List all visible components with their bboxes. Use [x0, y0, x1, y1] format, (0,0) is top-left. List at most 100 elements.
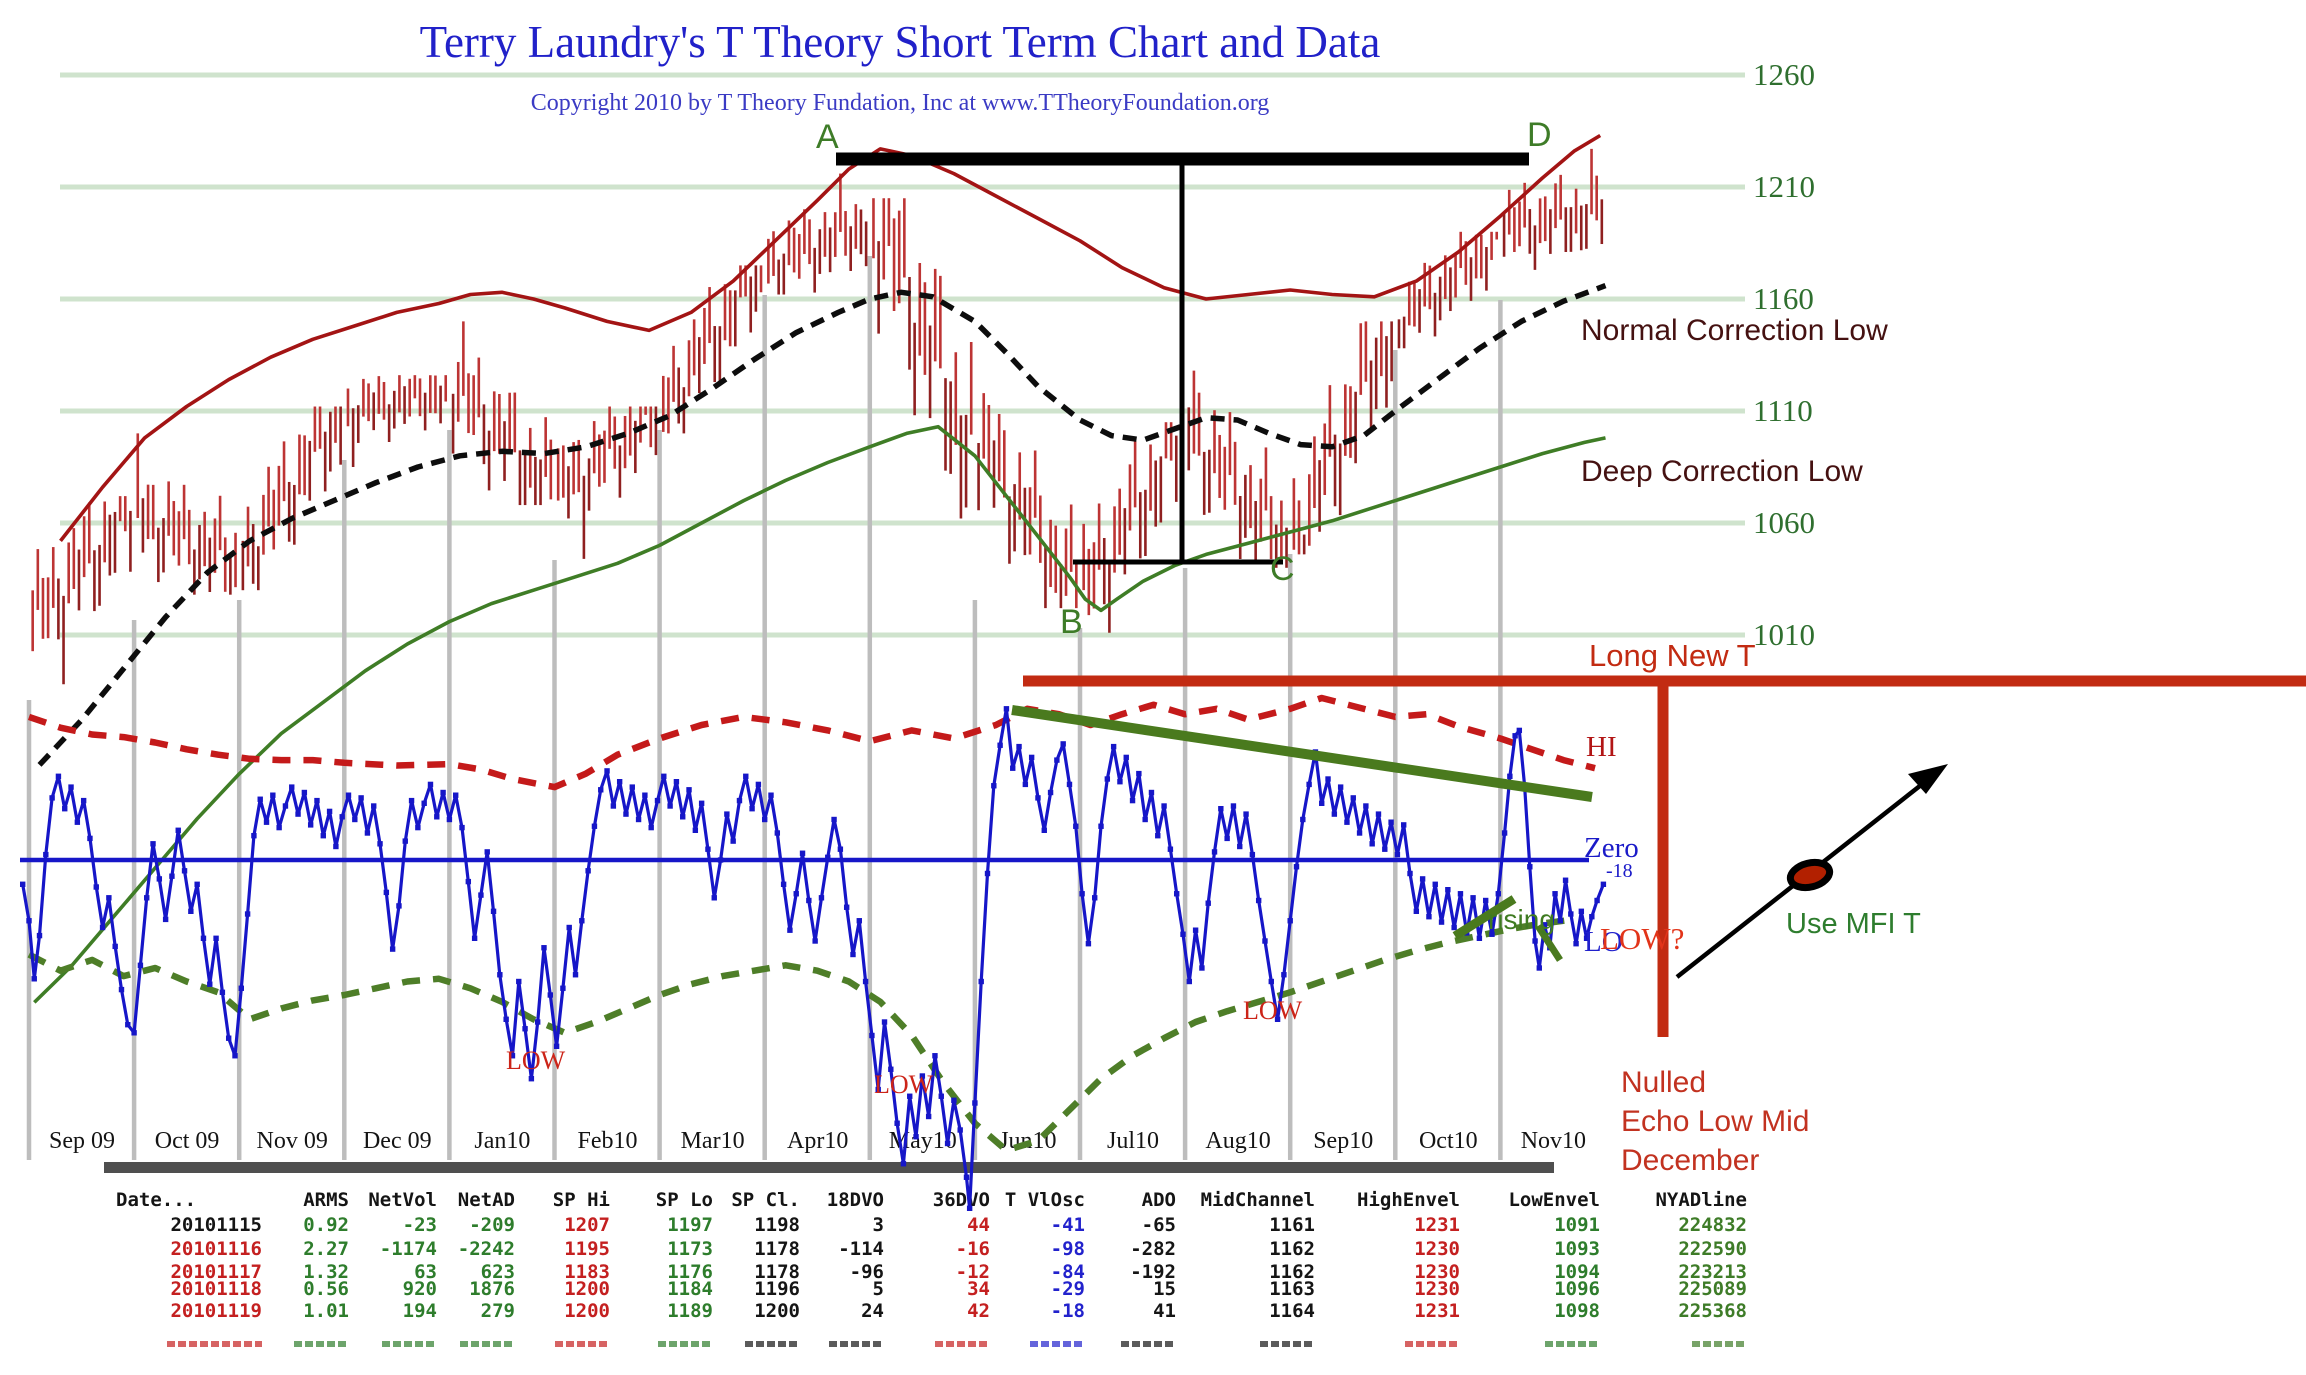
osc-marker — [484, 849, 490, 855]
osc-marker — [282, 803, 289, 809]
month-label: Jul10 — [1106, 1128, 1159, 1154]
table-header-lowenvel: LowEnvel — [1508, 1189, 1600, 1211]
osc-marker — [1331, 811, 1338, 817]
osc-marker — [724, 811, 730, 817]
osc-marker — [1489, 931, 1495, 937]
osc-marker — [579, 918, 585, 924]
osc-marker — [972, 1100, 978, 1106]
osc-marker — [238, 985, 245, 991]
osc-marker — [339, 814, 345, 820]
osc-marker — [1451, 924, 1457, 931]
osc-marker — [1243, 811, 1249, 817]
long-new-t-label: Long New T — [1589, 638, 1756, 673]
osc-marker — [642, 792, 648, 798]
osc-marker — [257, 796, 263, 802]
table-cell: 1230 — [1414, 1261, 1460, 1283]
month-label: Aug10 — [1205, 1128, 1271, 1154]
osc-marker — [1199, 965, 1205, 971]
table-cell: 225089 — [1678, 1278, 1747, 1300]
osc-marker — [289, 784, 295, 790]
osc-marker — [1516, 727, 1523, 734]
osc-hi-label: HI — [1586, 731, 1617, 763]
rising-tick-line — [1452, 895, 1517, 940]
osc-marker — [1173, 891, 1180, 897]
osc-marker — [112, 943, 118, 950]
table-cell: -192 — [1130, 1261, 1176, 1283]
osc-marker — [1249, 851, 1256, 858]
osc-marker — [1507, 773, 1513, 779]
osc-marker — [169, 873, 175, 879]
osc-marker — [1578, 908, 1585, 914]
osc-marker — [1022, 781, 1029, 788]
table-cell: -1174 — [379, 1238, 437, 1260]
osc-marker — [1142, 816, 1148, 823]
osc-marker — [1562, 877, 1569, 883]
table-header-tvlosc: T VlOsc — [1004, 1189, 1085, 1211]
price-axis-label: 1160 — [1753, 281, 1814, 316]
month-label: Oct 09 — [154, 1128, 220, 1154]
osc-marker — [389, 946, 396, 952]
osc-marker — [547, 992, 553, 998]
osc-marker — [1218, 806, 1224, 812]
osc-marker — [1445, 887, 1451, 893]
osc-marker — [99, 924, 106, 931]
table-clipped-row-fragment — [1545, 1341, 1600, 1347]
osc-marker — [421, 800, 427, 806]
osc-marker — [623, 811, 629, 817]
osc-marker — [1369, 841, 1375, 847]
osc-marker — [888, 1066, 894, 1072]
osc-marker — [1382, 846, 1388, 852]
osc-marker — [944, 1140, 951, 1147]
osc-marker — [1375, 811, 1382, 817]
osc-marker — [440, 789, 446, 796]
osc-marker — [156, 876, 163, 882]
table-cell: 1195 — [564, 1238, 610, 1260]
osc-marker — [62, 806, 68, 812]
osc-marker — [144, 895, 150, 901]
osc-marker — [427, 781, 434, 788]
osc-marker — [881, 1019, 888, 1025]
osc-marker — [503, 1016, 509, 1022]
osc-marker — [907, 1093, 913, 1099]
osc-marker — [1129, 797, 1136, 804]
osc-marker — [383, 889, 390, 896]
price-axis-label: 1210 — [1753, 169, 1815, 204]
osc-marker — [648, 824, 654, 831]
osc-marker — [1501, 830, 1508, 836]
table-cell: -29 — [1050, 1278, 1085, 1300]
table-cell: -98 — [1050, 1238, 1085, 1260]
table-cell: 42 — [967, 1300, 990, 1322]
table-cell: 1178 — [754, 1238, 800, 1260]
osc-marker — [1600, 881, 1607, 887]
t-letter-d: D — [1527, 116, 1552, 154]
month-label: Sep10 — [1313, 1128, 1374, 1154]
osc-marker — [717, 857, 724, 863]
osc-marker — [200, 935, 207, 941]
osc-marker — [326, 808, 333, 815]
rising-tick-line2 — [1535, 924, 1563, 962]
table-cell: 24 — [861, 1300, 884, 1322]
table-cell: 1173 — [667, 1238, 713, 1260]
table-cell: 1162 — [1269, 1238, 1315, 1260]
table-cell: 1231 — [1414, 1214, 1460, 1236]
table-cell: 1876 — [469, 1278, 515, 1300]
osc-marker — [768, 792, 774, 798]
osc-marker — [175, 827, 181, 833]
osc-marker — [1117, 779, 1123, 785]
osc-marker — [26, 918, 32, 924]
osc-marker — [869, 1032, 875, 1039]
table-cell: 20101115 — [170, 1214, 262, 1236]
osc-marker — [629, 784, 635, 790]
osc-marker — [1148, 789, 1155, 796]
osc-marker — [1541, 922, 1548, 928]
osc-marker — [188, 908, 194, 914]
osc-minus18-value: -18 — [1606, 860, 1633, 882]
table-header-arms: ARMS — [303, 1189, 349, 1211]
osc-marker — [572, 972, 579, 978]
osc-marker — [1306, 781, 1312, 788]
osc-marker — [1573, 941, 1579, 947]
table-clipped-row-fragment — [1260, 1341, 1315, 1347]
table-clipped-row-fragment — [1030, 1341, 1085, 1347]
osc-low-annotation-2: LOW — [874, 1070, 934, 1099]
table-cell: 1207 — [564, 1214, 610, 1236]
